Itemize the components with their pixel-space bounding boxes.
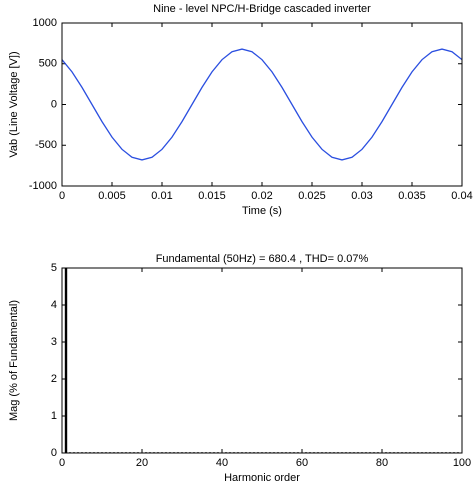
x-tick-label: 0.025 xyxy=(298,190,326,202)
y-axis-label: Vab (Line Voltage [V]) xyxy=(8,51,20,157)
x-axis-label: Time (s) xyxy=(242,205,282,217)
x-tick-label: 0 xyxy=(59,190,65,202)
x-tick-label: 0.03 xyxy=(351,190,372,202)
y-axis-label: Mag (% of Fundamental) xyxy=(8,300,20,421)
x-tick-label: 0.015 xyxy=(198,190,226,202)
y-tick-label: 500 xyxy=(39,58,57,70)
x-tick-label: 20 xyxy=(136,457,148,469)
bar xyxy=(64,268,68,453)
x-tick-label: 0.02 xyxy=(251,190,272,202)
y-tick-label: 0 xyxy=(51,98,57,110)
plot-area xyxy=(62,48,462,161)
y-tick-label: 1000 xyxy=(33,17,57,29)
x-tick-label: 60 xyxy=(296,457,308,469)
axes-frame xyxy=(61,267,463,454)
chart-title: Fundamental (50Hz) = 680.4 , THD= 0.07% xyxy=(156,253,369,265)
x-tick-label: 100 xyxy=(453,457,471,469)
x-tick-label: 0.005 xyxy=(98,190,126,202)
y-tick-label: -1000 xyxy=(29,180,57,192)
x-tick-label: 0 xyxy=(59,457,65,469)
x-tick-label: 0.04 xyxy=(451,190,472,202)
line-series xyxy=(62,48,462,161)
plot: Fundamental (50Hz) = 680.4 , THD= 0.07% H… xyxy=(8,253,471,481)
plot: Nine - level NPC/H-Bridge cascaded inver… xyxy=(8,3,473,217)
y-tick-label: 0 xyxy=(51,447,57,459)
x-tick-label: 0.035 xyxy=(398,190,426,202)
y-tick-label: 3 xyxy=(51,336,57,348)
x-axis-label: Harmonic order xyxy=(224,472,300,481)
chart-title: Nine - level NPC/H-Bridge cascaded inver… xyxy=(153,3,371,15)
x-tick-label: 0.01 xyxy=(151,190,172,202)
plot-area xyxy=(62,268,462,453)
x-tick-label: 80 xyxy=(376,457,388,469)
axes-frame xyxy=(61,22,463,187)
y-tick-label: 4 xyxy=(51,299,57,311)
x-tick-label: 40 xyxy=(216,457,228,469)
y-tick-label: 1 xyxy=(51,410,57,422)
y-tick-label: 5 xyxy=(51,262,57,274)
y-tick-label: -500 xyxy=(35,139,57,151)
y-tick-label: 2 xyxy=(51,373,57,385)
